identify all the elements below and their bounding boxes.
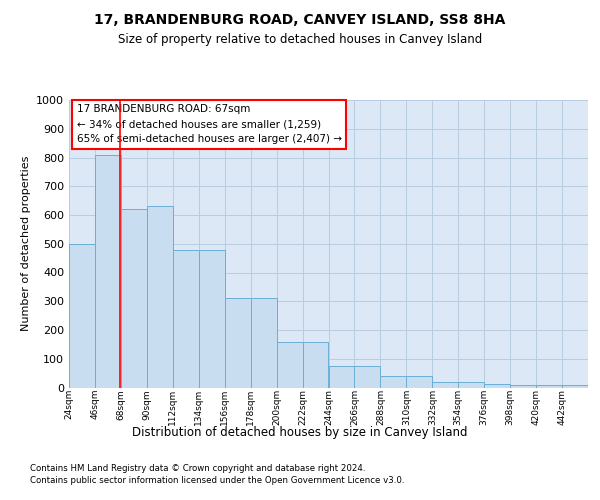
Bar — [173, 250, 199, 388]
Bar — [432, 382, 458, 388]
Bar — [147, 206, 173, 388]
Bar — [329, 366, 355, 388]
Bar — [510, 384, 536, 388]
Bar — [121, 210, 147, 388]
Bar — [355, 366, 380, 388]
Bar — [277, 342, 302, 388]
Bar — [536, 385, 562, 388]
Bar — [380, 376, 406, 388]
Bar — [562, 385, 588, 388]
Bar — [458, 382, 484, 388]
Text: 17 BRANDENBURG ROAD: 67sqm
← 34% of detached houses are smaller (1,259)
65% of s: 17 BRANDENBURG ROAD: 67sqm ← 34% of deta… — [77, 104, 342, 144]
Text: Contains HM Land Registry data © Crown copyright and database right 2024.: Contains HM Land Registry data © Crown c… — [30, 464, 365, 473]
Bar — [224, 298, 251, 388]
Text: Contains public sector information licensed under the Open Government Licence v3: Contains public sector information licen… — [30, 476, 404, 485]
Y-axis label: Number of detached properties: Number of detached properties — [20, 156, 31, 332]
Bar — [95, 154, 121, 388]
Bar — [406, 376, 432, 388]
Bar — [484, 384, 510, 388]
Bar — [302, 342, 329, 388]
Bar — [199, 250, 224, 388]
Bar — [251, 298, 277, 388]
Text: Size of property relative to detached houses in Canvey Island: Size of property relative to detached ho… — [118, 32, 482, 46]
Bar — [69, 244, 95, 388]
Text: 17, BRANDENBURG ROAD, CANVEY ISLAND, SS8 8HA: 17, BRANDENBURG ROAD, CANVEY ISLAND, SS8… — [94, 12, 506, 26]
Text: Distribution of detached houses by size in Canvey Island: Distribution of detached houses by size … — [132, 426, 468, 439]
